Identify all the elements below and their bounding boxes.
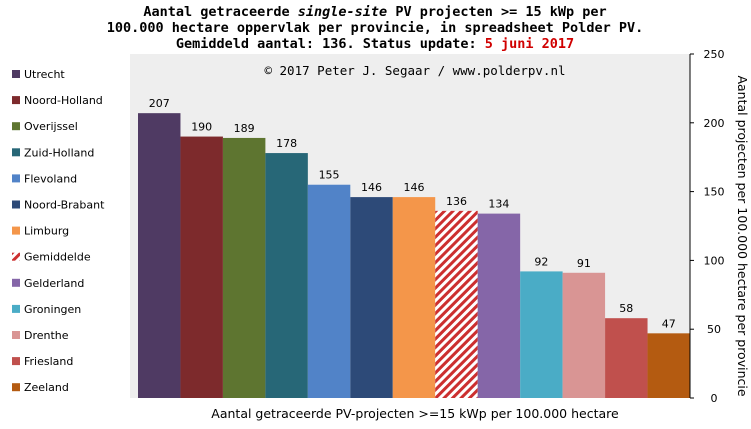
bar-zuid-holland <box>265 153 308 398</box>
legend-swatch-noord-brabant <box>12 200 20 209</box>
legend-swatch-zuid-holland <box>12 148 20 157</box>
legend-swatch-groningen <box>12 304 20 313</box>
legend-label-drenthe: Drenthe <box>24 329 69 342</box>
legend-label-friesland: Friesland <box>24 355 73 368</box>
bar-gemiddelde <box>435 210 478 398</box>
legend-swatch-friesland <box>12 357 20 366</box>
data-label-utrecht: 207 <box>149 97 170 110</box>
bar-noord-holland <box>180 136 223 398</box>
bar-overijssel <box>222 137 266 398</box>
legend-swatch-drenthe <box>12 331 20 339</box>
legend-label-noord-holland: Noord-Holland <box>24 94 103 107</box>
y-axis-title: Aantal projecten per 100.000 hectare per… <box>735 75 750 396</box>
legend-label-groningen: Groningen <box>24 303 81 316</box>
legend: Utrecht Noord-Holland Overijssel Zuid-Holla… <box>12 68 105 394</box>
y-tick-label: 100 <box>704 254 725 267</box>
y-tick-label: 250 <box>704 48 725 61</box>
bar-utrecht <box>138 113 181 398</box>
legend-label-noord-brabant: Noord-Brabant <box>24 199 105 212</box>
bar-zeeland <box>647 333 690 398</box>
data-label-flevoland: 155 <box>319 169 340 182</box>
y-tick-label: 200 <box>704 117 725 130</box>
bars-layer <box>138 113 690 398</box>
data-label-drenthe: 91 <box>577 257 591 270</box>
legend-label-flevoland: Flevoland <box>24 172 77 185</box>
legend-label-zuid-holland: Zuid-Holland <box>24 146 94 159</box>
data-label-friesland: 58 <box>619 302 633 315</box>
y-tick-label: 150 <box>704 186 725 199</box>
legend-swatch-gelderland <box>12 278 20 287</box>
legend-swatch-overijssel <box>12 122 20 131</box>
data-label-limburg: 146 <box>404 181 425 194</box>
chart-title-line-2: 100.000 hectare oppervlak per provincie,… <box>107 20 643 36</box>
data-label-noord-holland: 190 <box>191 121 212 134</box>
data-label-noord-brabant: 146 <box>361 181 382 194</box>
bar-friesland <box>605 318 648 398</box>
bar-flevoland <box>307 184 351 398</box>
data-labels-layer: 207 190 189 178 155 146 146 136 134 92 91 58 47 <box>149 97 676 330</box>
bar-drenthe <box>562 272 606 398</box>
bar-gelderland <box>477 213 521 398</box>
bar-limburg <box>392 197 436 398</box>
legend-label-zeeland: Zeeland <box>24 381 69 394</box>
legend-label-limburg: Limburg <box>24 225 69 238</box>
legend-label-gemiddelde: Gemiddelde <box>24 251 91 264</box>
bar-groningen <box>520 271 563 398</box>
data-label-gelderland: 134 <box>488 198 509 211</box>
legend-label-utrecht: Utrecht <box>24 68 65 81</box>
data-label-zuid-holland: 178 <box>276 137 297 150</box>
legend-label-gelderland: Gelderland <box>24 277 84 290</box>
data-label-gemiddelde: 136 <box>446 195 467 208</box>
copyright-text: © 2017 Peter J. Segaar / www.polderpv.nl <box>264 63 565 78</box>
legend-swatch-zeeland <box>12 383 20 392</box>
data-label-groningen: 92 <box>534 255 548 268</box>
y-tick-label: 0 <box>711 392 718 405</box>
legend-label-overijssel: Overijssel <box>24 120 78 133</box>
legend-swatch-limburg <box>12 226 20 235</box>
chart-title-line-3: Gemiddeld aantal: 136. Status update: 5 … <box>176 36 574 52</box>
legend-swatch-noord-holland <box>12 96 20 105</box>
bar-noord-brabant <box>350 197 393 398</box>
data-label-zeeland: 47 <box>662 317 676 330</box>
y-axis-ticks: 0 50 100 150 200 250 <box>690 48 725 405</box>
legend-swatch-gemiddelde <box>12 252 20 261</box>
data-label-overijssel: 189 <box>234 122 255 135</box>
chart-title-line-1: Aantal getraceerde single-site PV projec… <box>143 4 606 20</box>
legend-swatch-flevoland <box>12 174 20 183</box>
legend-swatch-utrecht <box>12 70 20 78</box>
x-axis-title: Aantal getraceerde PV-projecten >=15 kWp… <box>211 406 619 421</box>
y-tick-label: 50 <box>707 323 721 336</box>
